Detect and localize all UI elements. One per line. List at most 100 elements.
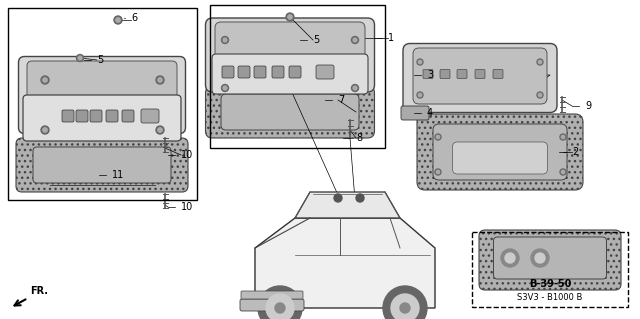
Bar: [472, 232, 628, 307]
FancyBboxPatch shape: [452, 142, 547, 174]
Circle shape: [501, 249, 519, 267]
Text: 3: 3: [427, 70, 433, 80]
Circle shape: [286, 13, 294, 21]
Circle shape: [417, 92, 423, 98]
Circle shape: [417, 59, 423, 65]
Text: 9: 9: [585, 101, 591, 111]
Circle shape: [158, 78, 162, 82]
FancyBboxPatch shape: [401, 106, 429, 120]
Circle shape: [505, 253, 515, 263]
Circle shape: [537, 59, 543, 65]
Text: B-39-50: B-39-50: [529, 279, 571, 289]
FancyBboxPatch shape: [16, 138, 188, 192]
FancyBboxPatch shape: [475, 70, 485, 78]
Circle shape: [391, 294, 419, 319]
Text: 10: 10: [181, 202, 193, 212]
FancyBboxPatch shape: [240, 299, 304, 311]
Circle shape: [356, 194, 364, 202]
Text: 1: 1: [388, 33, 394, 43]
Bar: [8, 8, 197, 200]
FancyBboxPatch shape: [122, 110, 134, 122]
Circle shape: [116, 18, 120, 22]
FancyBboxPatch shape: [272, 66, 284, 78]
FancyBboxPatch shape: [23, 95, 181, 141]
FancyBboxPatch shape: [27, 61, 177, 123]
FancyBboxPatch shape: [205, 86, 374, 138]
Circle shape: [221, 36, 228, 43]
FancyBboxPatch shape: [403, 43, 557, 113]
Circle shape: [531, 249, 549, 267]
Circle shape: [353, 38, 357, 42]
FancyBboxPatch shape: [241, 291, 303, 299]
Polygon shape: [295, 192, 400, 218]
Circle shape: [537, 92, 543, 98]
Circle shape: [221, 85, 228, 92]
Circle shape: [266, 294, 294, 319]
Circle shape: [538, 60, 541, 64]
Circle shape: [158, 128, 162, 132]
Circle shape: [78, 56, 82, 60]
Text: 6: 6: [131, 13, 137, 23]
FancyBboxPatch shape: [62, 110, 74, 122]
Circle shape: [43, 128, 47, 132]
Circle shape: [77, 55, 83, 62]
Circle shape: [419, 93, 422, 97]
Text: 2: 2: [572, 147, 579, 157]
Circle shape: [114, 16, 122, 24]
Circle shape: [223, 38, 227, 42]
Circle shape: [288, 15, 292, 19]
Circle shape: [258, 286, 302, 319]
FancyBboxPatch shape: [413, 48, 547, 104]
Text: FR.: FR.: [30, 286, 48, 296]
Circle shape: [353, 86, 357, 90]
FancyBboxPatch shape: [215, 22, 365, 82]
FancyBboxPatch shape: [417, 114, 583, 190]
Text: 4: 4: [427, 108, 433, 118]
FancyBboxPatch shape: [76, 110, 88, 122]
FancyBboxPatch shape: [221, 94, 359, 130]
FancyBboxPatch shape: [457, 70, 467, 78]
Circle shape: [351, 85, 358, 92]
Circle shape: [351, 36, 358, 43]
Circle shape: [156, 126, 164, 134]
FancyBboxPatch shape: [141, 109, 159, 123]
Bar: [210, 5, 385, 148]
Text: 11: 11: [112, 170, 124, 180]
Circle shape: [156, 76, 164, 84]
Circle shape: [435, 169, 441, 175]
FancyBboxPatch shape: [423, 70, 433, 78]
Circle shape: [41, 76, 49, 84]
Circle shape: [538, 93, 541, 97]
Circle shape: [561, 170, 564, 174]
Circle shape: [419, 60, 422, 64]
FancyBboxPatch shape: [493, 70, 503, 78]
FancyBboxPatch shape: [479, 230, 621, 290]
FancyBboxPatch shape: [493, 237, 607, 279]
Circle shape: [560, 134, 566, 140]
FancyBboxPatch shape: [106, 110, 118, 122]
Text: 10: 10: [181, 150, 193, 160]
Circle shape: [41, 126, 49, 134]
Circle shape: [561, 135, 564, 139]
FancyBboxPatch shape: [205, 18, 374, 92]
FancyBboxPatch shape: [19, 56, 186, 133]
Circle shape: [535, 253, 545, 263]
FancyBboxPatch shape: [433, 124, 567, 180]
Text: 5: 5: [313, 35, 319, 45]
FancyBboxPatch shape: [90, 110, 102, 122]
FancyBboxPatch shape: [238, 66, 250, 78]
Text: S3V3 - B1000 B: S3V3 - B1000 B: [517, 293, 582, 301]
Circle shape: [560, 169, 566, 175]
Circle shape: [436, 135, 440, 139]
FancyBboxPatch shape: [212, 54, 368, 94]
Circle shape: [275, 303, 285, 313]
Polygon shape: [255, 218, 435, 308]
Circle shape: [400, 303, 410, 313]
Text: 8: 8: [356, 133, 362, 143]
FancyBboxPatch shape: [440, 70, 450, 78]
Circle shape: [223, 86, 227, 90]
FancyBboxPatch shape: [289, 66, 301, 78]
Text: 7: 7: [338, 95, 344, 105]
Circle shape: [435, 134, 441, 140]
Text: 5: 5: [97, 55, 103, 65]
